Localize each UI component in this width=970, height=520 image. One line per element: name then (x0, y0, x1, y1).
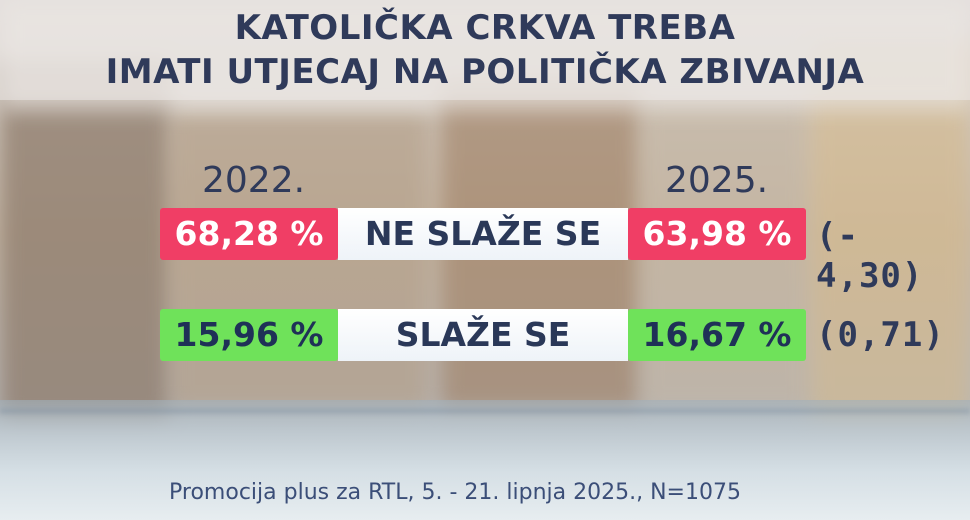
source-note: Promocija plus za RTL, 5. - 21. lipnja 2… (169, 480, 741, 505)
value-2025: 63,98 % (628, 208, 806, 260)
floor-line (0, 408, 970, 414)
year-left: 2022. (202, 160, 306, 201)
value-2022: 68,28 % (160, 208, 338, 260)
value-2025: 16,67 % (628, 309, 806, 361)
value-2022: 15,96 % (160, 309, 338, 361)
change-value: (0,71) (816, 315, 945, 355)
year-right: 2025. (665, 160, 769, 201)
answer-label: NE SLAŽE SE (338, 208, 628, 260)
title-band (0, 0, 970, 100)
title-line-1: KATOLIČKA CRKVA TREBA (234, 8, 736, 48)
background-blur (0, 60, 170, 420)
background-blur (170, 110, 430, 410)
title-line-2: IMATI UTJECAJ NA POLITIČKA ZBIVANJA (105, 52, 865, 92)
answer-label: SLAŽE SE (338, 309, 628, 361)
floor-band (0, 400, 970, 520)
change-value: (- 4,30) (816, 216, 924, 296)
